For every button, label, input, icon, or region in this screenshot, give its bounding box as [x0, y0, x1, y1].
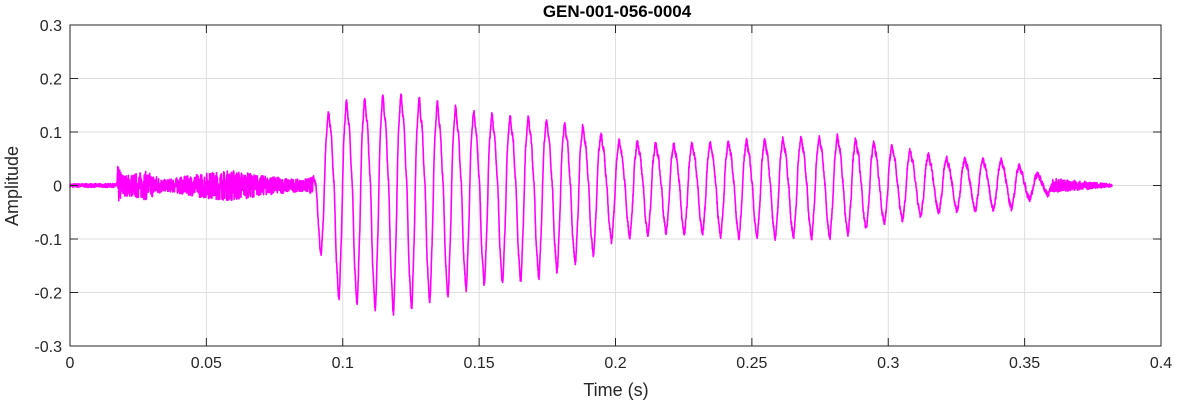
- x-tick-label: 0.25: [736, 355, 767, 372]
- waveform-series-line: [69, 93, 1113, 316]
- x-tick-label: 0.35: [1009, 355, 1040, 372]
- x-tick-label: 0.4: [1150, 355, 1172, 372]
- y-axis-label: Amplitude: [2, 146, 22, 226]
- y-tick-label: 0: [53, 179, 62, 196]
- y-tick-label: -0.3: [34, 339, 62, 356]
- y-tick-label: -0.1: [34, 232, 62, 249]
- x-tick-label: 0: [66, 355, 75, 372]
- x-tick-label: 0.05: [191, 355, 222, 372]
- x-tick-label: 0.3: [877, 355, 899, 372]
- y-tick-label: 0.1: [40, 125, 62, 142]
- y-tick-label: -0.2: [34, 286, 62, 303]
- x-axis-label: Time (s): [583, 380, 648, 400]
- x-tick-label: 0.15: [464, 355, 495, 372]
- axes-box: [69, 24, 1162, 347]
- y-tick-label: 0.3: [40, 18, 62, 35]
- chart-title: GEN-001-056-0004: [543, 2, 692, 21]
- plot-area: [69, 93, 1113, 316]
- x-tick-label: 0.2: [604, 355, 626, 372]
- y-tick-label: 0.2: [40, 72, 62, 89]
- x-tick-label: 0.1: [332, 355, 354, 372]
- axes: 0 0.05 0.1 0.15 0.2 0.25 0.3 0.35 0.4 -0.3 -0.2 -0.…: [34, 18, 1172, 372]
